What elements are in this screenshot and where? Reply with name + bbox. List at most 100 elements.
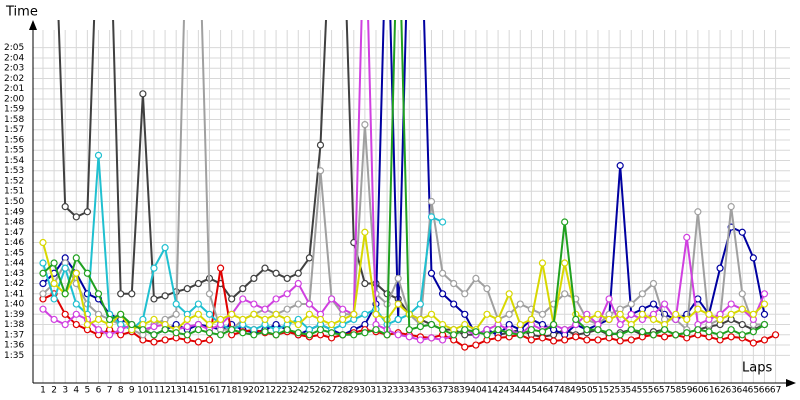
data-point	[538, 310, 547, 318]
y-tick-label: 1:39	[4, 310, 24, 320]
data-point	[361, 329, 369, 337]
data-point	[316, 326, 325, 334]
data-point	[361, 279, 369, 288]
data-point	[527, 336, 535, 344]
data-point	[483, 331, 491, 339]
data-point	[760, 336, 769, 344]
data-point	[427, 213, 436, 221]
data-point	[94, 326, 103, 334]
x-tick-label: 5	[85, 386, 91, 396]
data-point	[749, 254, 757, 262]
data-point	[372, 310, 380, 318]
x-tick-label: 12	[159, 386, 170, 396]
x-tick-label: 51	[592, 386, 603, 396]
y-tick-label: 1:56	[4, 135, 24, 145]
data-point	[339, 305, 347, 313]
data-point	[150, 264, 158, 272]
x-tick-label: 43	[503, 386, 514, 396]
data-point	[660, 300, 669, 308]
data-point	[205, 329, 214, 337]
data-point	[494, 326, 502, 334]
x-tick-label: 46	[537, 386, 549, 396]
data-point	[172, 310, 180, 318]
data-point	[705, 328, 713, 336]
data-point	[572, 333, 580, 341]
data-point	[327, 320, 336, 329]
data-point	[305, 254, 313, 262]
data-point	[161, 326, 169, 334]
data-point	[150, 295, 158, 303]
y-tick-label: 1:58	[4, 115, 24, 125]
x-tick-label: 7	[107, 386, 113, 396]
data-point	[150, 338, 158, 346]
x-tick-label: 36	[426, 386, 438, 396]
x-tick-label: 13	[170, 386, 181, 396]
data-point	[194, 310, 202, 318]
data-point	[594, 336, 602, 344]
data-point	[472, 341, 480, 349]
y-axis-title: Time	[5, 5, 38, 20]
data-point	[760, 310, 769, 318]
data-point	[461, 326, 469, 334]
data-point	[128, 290, 136, 298]
data-point	[72, 254, 80, 262]
data-point	[50, 295, 58, 303]
x-tick-label: 20	[248, 386, 260, 396]
x-tick-label: 29	[348, 386, 360, 396]
data-point	[361, 310, 369, 318]
data-point	[394, 274, 402, 283]
x-tick-label: 25	[304, 386, 315, 396]
data-point	[94, 290, 103, 298]
x-tick-label: 26	[315, 386, 327, 396]
y-tick-label: 2:00	[4, 94, 24, 104]
data-point	[294, 320, 302, 329]
x-tick-label: 24	[293, 386, 305, 396]
y-tick-label: 1:35	[4, 351, 24, 361]
x-tick-label: 44	[515, 386, 527, 396]
data-point	[638, 310, 646, 318]
x-tick-label: 6	[96, 386, 102, 396]
data-point	[461, 310, 469, 318]
data-point	[283, 326, 291, 334]
data-point	[261, 315, 269, 324]
y-tick-label: 1:48	[4, 218, 24, 228]
data-point	[638, 328, 646, 336]
data-point	[239, 329, 247, 337]
data-point	[450, 300, 458, 308]
data-point	[61, 320, 69, 329]
x-tick-label: 49	[570, 386, 582, 396]
x-tick-label: 53	[614, 386, 625, 396]
data-point	[527, 315, 535, 324]
data-point	[216, 264, 225, 272]
data-point	[727, 300, 735, 308]
data-point	[427, 269, 436, 277]
x-tick-label: 28	[337, 386, 349, 396]
data-point	[760, 290, 769, 298]
data-point	[72, 213, 80, 221]
data-point	[438, 218, 447, 226]
x-tick-label: 47	[548, 386, 559, 396]
data-point	[350, 310, 358, 318]
data-point	[139, 326, 147, 334]
data-point	[561, 290, 569, 298]
data-point	[283, 305, 291, 313]
data-point	[627, 310, 635, 318]
data-point	[372, 326, 380, 334]
data-point	[505, 310, 513, 318]
data-point	[272, 310, 280, 318]
data-point	[305, 310, 313, 318]
data-point	[239, 295, 247, 303]
x-tick-label: 4	[73, 386, 79, 396]
data-point	[272, 295, 280, 303]
data-point	[472, 328, 480, 336]
x-tick-label: 50	[581, 386, 593, 396]
y-tick-label: 2:05	[4, 43, 24, 53]
y-tick-label: 1:55	[4, 146, 24, 156]
data-point	[549, 337, 558, 345]
x-tick-label: 22	[270, 386, 281, 396]
data-point	[583, 326, 591, 334]
data-point	[427, 334, 436, 342]
x-tick-label: 33	[392, 386, 403, 396]
data-point	[194, 326, 202, 334]
data-point	[649, 331, 658, 339]
